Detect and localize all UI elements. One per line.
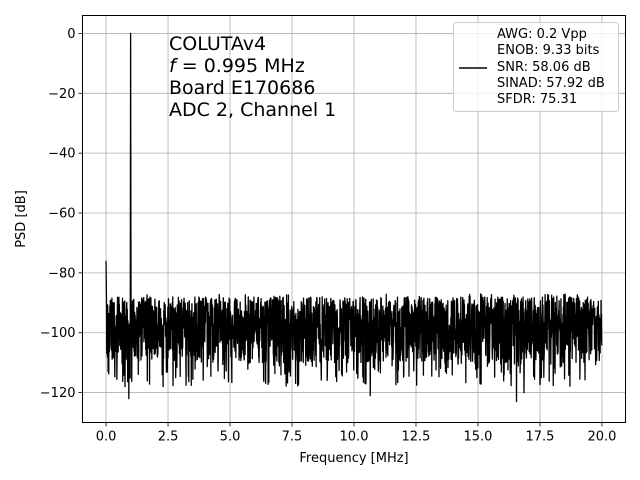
y-tick-label: 0 [67,27,75,42]
series-layer [105,32,603,403]
legend-line-3: SNR: 58.06 dB [497,60,591,75]
x-tick-label: 7.5 [282,430,303,445]
annotation-line-4: ADC 2, Channel 1 [169,99,336,121]
x-tick-label: 17.5 [525,430,554,445]
legend-line-2: ENOB: 9.33 bits [497,43,600,58]
legend-line-5: SFDR: 75.31 [497,92,577,107]
y-tick-label: −80 [48,266,75,281]
x-axis-label: Frequency [MHz] [299,451,408,466]
x-tick-label: 2.5 [158,430,179,445]
y-axis: 0 −20 −40 −60 −80 −100 −120 [40,27,83,401]
legend-line-4: SINAD: 57.92 dB [497,76,605,91]
legend-line-1: AWG: 0.2 Vpp [497,27,587,42]
psd-series-line [105,32,603,403]
y-tick-label: −20 [48,87,75,102]
annotation-line-1: COLUTAv4 [169,33,266,55]
x-tick-label: 15.0 [463,430,492,445]
annotation-block: COLUTAv4 f = 0.995 MHz Board E170686 ADC… [169,33,336,121]
annotation-line-3: Board E170686 [169,77,315,99]
y-tick-label: −60 [48,207,75,222]
y-tick-label: −100 [40,326,76,341]
y-axis-label: PSD [dB] [14,190,29,248]
x-tick-label: 5.0 [220,430,241,445]
x-axis: 0.0 2.5 5.0 7.5 10.0 12.5 15.0 17.5 20.0 [96,422,616,445]
legend: AWG: 0.2 Vpp ENOB: 9.33 bits SNR: 58.06 … [453,22,619,112]
annotation-frequency-text: = 0.995 MHz [176,55,305,77]
x-tick-label: 12.5 [402,430,431,445]
x-tick-label: 10.0 [340,430,369,445]
annotation-f-symbol: f [169,55,179,77]
x-tick-label: 0.0 [96,430,117,445]
y-tick-label: −40 [48,147,75,162]
y-tick-label: −120 [40,386,76,401]
legend-box [453,22,619,112]
annotation-line-2: f = 0.995 MHz [169,55,305,77]
x-tick-label: 20.0 [587,430,616,445]
